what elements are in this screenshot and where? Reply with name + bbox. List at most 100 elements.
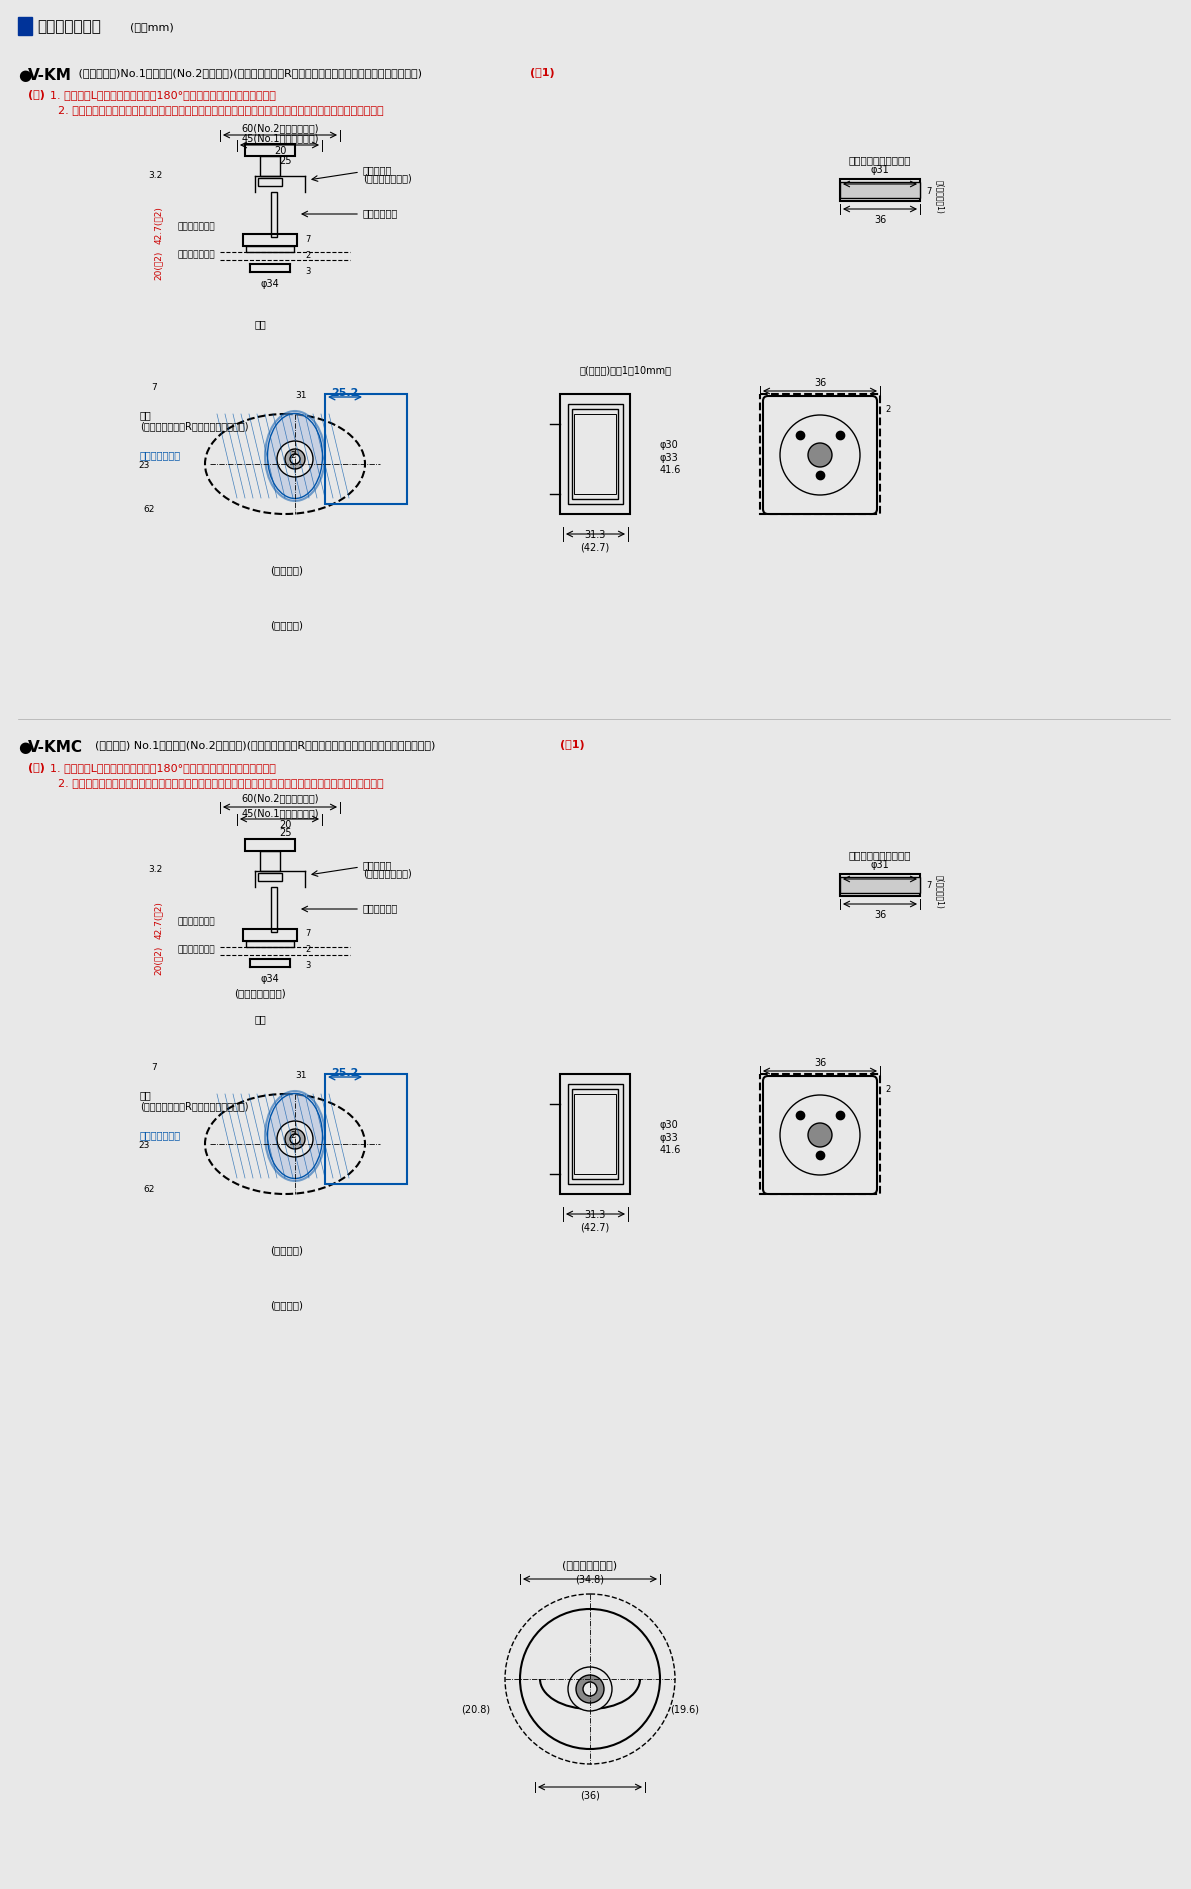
- Bar: [846, 183, 913, 198]
- Text: 1. 左勝手のL型用の場合、カムを180°逆向きに取り付けてください。: 1. 左勝手のL型用の場合、カムを180°逆向きに取り付けてください。: [50, 763, 276, 773]
- Text: (42.7): (42.7): [580, 1222, 610, 1232]
- Circle shape: [520, 1609, 660, 1749]
- Text: 36: 36: [813, 1058, 827, 1067]
- Bar: [272, 193, 278, 238]
- Text: (解錠状態): (解錠状態): [270, 1300, 304, 1309]
- Bar: [572, 410, 618, 501]
- Bar: [574, 1094, 616, 1175]
- Text: 23: 23: [138, 461, 150, 468]
- Text: 扉面: 扉面: [254, 1014, 266, 1024]
- Bar: [272, 888, 278, 933]
- Text: 2: 2: [885, 1084, 890, 1094]
- Bar: [840, 183, 919, 198]
- Bar: [243, 929, 297, 941]
- Text: 7: 7: [305, 929, 311, 939]
- Text: (注): (注): [29, 763, 45, 773]
- Text: 45(No.1型カムの場合): 45(No.1型カムの場合): [242, 132, 319, 144]
- Bar: [572, 1090, 618, 1179]
- Text: ＜切欠穴中心＞: ＜切欠穴中心＞: [141, 1130, 181, 1139]
- FancyBboxPatch shape: [763, 397, 877, 514]
- Text: 25.2: 25.2: [331, 387, 358, 399]
- Bar: [243, 234, 297, 247]
- Text: (カバー付) No.1型カム付(No.2型カム付)(本図は右勝手のR型用にカムを取り付けた場合を示します。): (カバー付) No.1型カム付(No.2型カム付)(本図は右勝手のR型用にカムを…: [95, 740, 436, 750]
- Text: ゴムライナー: ゴムライナー: [363, 208, 398, 217]
- Bar: [568, 404, 623, 504]
- Text: 扉面: 扉面: [254, 319, 266, 329]
- Bar: [574, 416, 616, 495]
- Text: ＜取付ナット断面図＞: ＜取付ナット断面図＞: [849, 155, 911, 164]
- Text: (施錠状態): (施錠状態): [270, 565, 304, 574]
- Text: V-KMC: V-KMC: [29, 740, 83, 754]
- Circle shape: [576, 1676, 604, 1704]
- Bar: [325, 1075, 407, 1184]
- Ellipse shape: [205, 416, 364, 514]
- Text: 25: 25: [279, 157, 292, 166]
- Circle shape: [568, 1668, 612, 1711]
- Text: 7: 7: [925, 880, 931, 890]
- Text: 7: 7: [305, 234, 311, 244]
- Bar: [260, 852, 280, 871]
- Text: (単位mm): (単位mm): [130, 23, 174, 32]
- Text: 62: 62: [144, 1184, 155, 1194]
- Text: (施錠状態): (施錠状態): [270, 1245, 304, 1254]
- Text: 7: 7: [151, 382, 157, 391]
- Text: 3: 3: [305, 962, 311, 969]
- Text: φ31: φ31: [871, 859, 890, 869]
- Bar: [247, 941, 294, 948]
- Text: 外形図・切欠図: 外形図・切欠図: [37, 19, 101, 34]
- Circle shape: [780, 416, 860, 495]
- Text: 25: 25: [279, 827, 292, 837]
- Text: (カバー開放状態): (カバー開放状態): [562, 1558, 618, 1570]
- Text: 20(基2): 20(基2): [154, 944, 163, 975]
- Text: 1. 左勝手のL型用の場合、カムを180°逆向きに取り付けてください。: 1. 左勝手のL型用の場合、カムを180°逆向きに取り付けてください。: [50, 91, 276, 100]
- Circle shape: [285, 450, 305, 470]
- Text: 60(No.2型カムの場合): 60(No.2型カムの場合): [242, 793, 319, 803]
- Text: (取付方向は任意): (取付方向は任意): [363, 867, 412, 878]
- Bar: [260, 157, 280, 178]
- Text: φ34: φ34: [261, 280, 280, 289]
- Text: す(基ノ形態1): す(基ノ形態1): [935, 875, 944, 909]
- Circle shape: [278, 442, 313, 478]
- Text: (取付方向は任意): (取付方向は任意): [363, 174, 412, 183]
- Text: 壁(パネル)厚（1～10mm）: 壁(パネル)厚（1～10mm）: [580, 365, 672, 374]
- Bar: [760, 1075, 880, 1194]
- Text: φ33: φ33: [660, 453, 679, 463]
- Text: 取付ナット: 取付ナット: [363, 859, 392, 869]
- Text: φ34: φ34: [261, 973, 280, 984]
- Text: (注1): (注1): [560, 740, 585, 750]
- Text: 62: 62: [144, 504, 155, 514]
- Text: ＜取付ナット断面図＞: ＜取付ナット断面図＞: [849, 850, 911, 859]
- Text: 20: 20: [274, 145, 286, 157]
- Text: 2: 2: [289, 1130, 295, 1139]
- Circle shape: [278, 1122, 313, 1158]
- Text: 23: 23: [138, 1139, 150, 1149]
- Text: 31.3: 31.3: [585, 529, 606, 540]
- Text: (注): (注): [29, 91, 45, 100]
- Circle shape: [780, 1096, 860, 1175]
- Text: φ33: φ33: [660, 1132, 679, 1143]
- Text: φ31: φ31: [871, 164, 890, 176]
- Text: (注1): (注1): [530, 68, 555, 77]
- Text: 42.7(基2): 42.7(基2): [154, 206, 163, 244]
- Text: 41.6: 41.6: [660, 1145, 681, 1154]
- Bar: [568, 1084, 623, 1184]
- Bar: [325, 395, 407, 504]
- Circle shape: [285, 1130, 305, 1149]
- Text: (20.8): (20.8): [461, 1704, 490, 1713]
- Text: 20(基2): 20(基2): [154, 249, 163, 280]
- Bar: [840, 878, 919, 893]
- Ellipse shape: [266, 412, 325, 502]
- Circle shape: [289, 1135, 300, 1145]
- Text: 31: 31: [295, 391, 306, 399]
- Bar: [18, 19, 32, 36]
- Text: 41.6: 41.6: [660, 465, 681, 474]
- Text: カム納まり位置: カム納まり位置: [177, 251, 216, 259]
- Text: 3.2: 3.2: [149, 865, 163, 875]
- Text: す(基ノ形態1): す(基ノ形態1): [935, 179, 944, 213]
- Text: 7: 7: [925, 187, 931, 195]
- Text: ゴムライナー: ゴムライナー: [363, 903, 398, 912]
- Text: 31.3: 31.3: [585, 1209, 606, 1220]
- Text: ●: ●: [18, 740, 31, 754]
- Text: 45(No.1型カムの場合): 45(No.1型カムの場合): [242, 808, 319, 818]
- Text: (19.6): (19.6): [671, 1704, 699, 1713]
